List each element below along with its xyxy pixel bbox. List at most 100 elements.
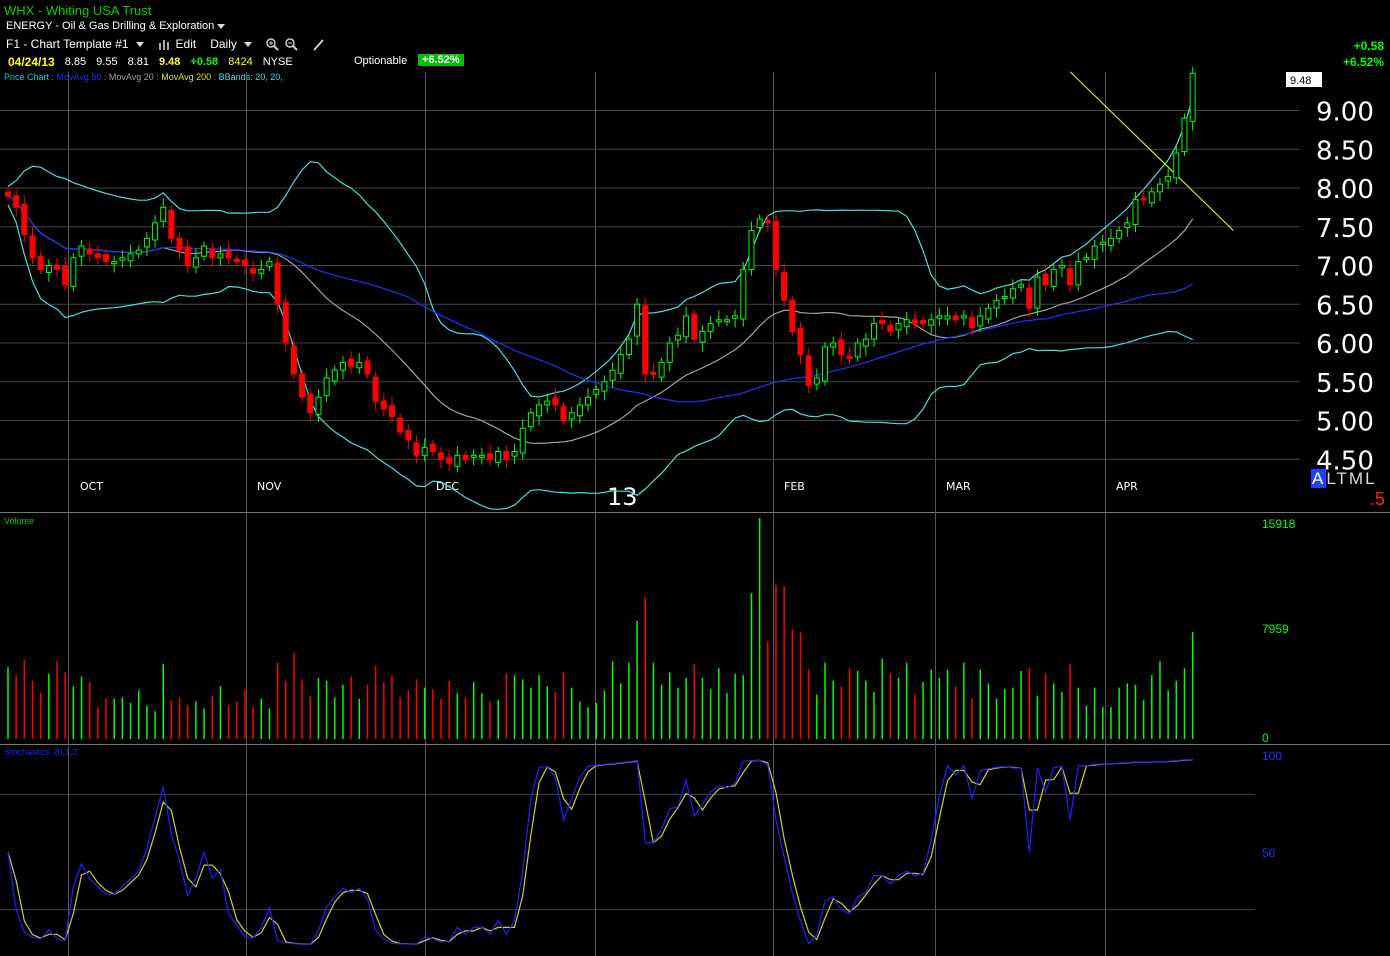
axis-active-letter[interactable]: A — [1311, 469, 1327, 488]
candle — [405, 424, 412, 450]
candle — [683, 306, 690, 343]
stoch-k-line — [7, 758, 1193, 946]
chevron-down-icon — [243, 41, 252, 47]
zoom-out-icon[interactable] — [285, 37, 298, 51]
candle — [1034, 269, 1041, 316]
zoom-in-icon[interactable] — [266, 37, 279, 51]
candle — [127, 244, 134, 268]
candle — [380, 393, 387, 417]
candle — [952, 311, 959, 325]
candle — [70, 253, 77, 292]
candle-body — [944, 315, 951, 320]
candle-body — [135, 249, 142, 255]
candle-body — [887, 324, 894, 332]
candle — [813, 368, 820, 391]
legend-ma50: MovAvg 50 — [56, 72, 102, 82]
candle-body — [723, 319, 730, 323]
candle — [634, 298, 641, 346]
candle — [789, 295, 796, 337]
quote-exchange: NYSE — [262, 56, 293, 68]
sector-label: ENERGY - Oil & Gas Drilling & Exploratio… — [6, 20, 215, 32]
candle-body — [846, 355, 853, 359]
candle-body — [1099, 241, 1106, 246]
candle — [1083, 253, 1090, 264]
candle-body — [568, 412, 575, 420]
candle-body — [503, 451, 510, 460]
price-legend: Price Chart : MovAvg 50 : MovAvg 20 : Mo… — [4, 72, 283, 82]
candle — [331, 365, 338, 386]
axis-other-letters[interactable]: LTML — [1326, 469, 1377, 488]
candle-body — [241, 259, 248, 267]
candle — [266, 256, 273, 271]
legend-ma200: MovAvg 200 — [161, 72, 212, 82]
candle — [168, 205, 175, 244]
candle — [388, 396, 395, 423]
candle — [511, 443, 518, 464]
candle-body — [45, 265, 52, 273]
candle — [977, 306, 984, 333]
candle — [903, 312, 910, 335]
stoch-tick-label: 50 — [1262, 846, 1276, 860]
candle-body — [258, 268, 265, 274]
candle — [1067, 260, 1074, 293]
candle — [544, 393, 551, 413]
candle-body — [119, 257, 126, 261]
candle-body — [127, 253, 134, 262]
draw-line-icon[interactable] — [312, 38, 325, 51]
candle-body — [822, 346, 828, 382]
candle — [1116, 225, 1123, 244]
sector-selector[interactable]: ENERGY - Oil & Gas Drilling & Exploratio… — [6, 20, 226, 32]
candle-body — [421, 447, 428, 456]
candle-body — [438, 452, 445, 460]
candle — [478, 447, 485, 465]
zoom-level[interactable]: .5 — [1370, 489, 1386, 509]
candle — [225, 241, 232, 264]
candle-body — [1075, 261, 1082, 286]
candle — [552, 388, 559, 412]
candle-body — [576, 404, 583, 417]
candle — [822, 342, 828, 386]
candle-body — [666, 342, 673, 363]
candle — [119, 250, 126, 268]
candle — [1124, 216, 1131, 237]
edit-button[interactable]: Edit — [158, 37, 196, 51]
candle-body — [969, 316, 976, 328]
candle — [895, 317, 902, 340]
candle-body — [789, 299, 796, 332]
last-price-tag: 9.48 — [1286, 72, 1322, 87]
candle-body — [920, 320, 927, 325]
candle — [642, 298, 649, 382]
candle-body — [511, 451, 518, 457]
candle-body — [683, 315, 690, 338]
template-selector[interactable]: F1 - Chart Template #1 — [6, 37, 144, 51]
quote-date: 04/24/13 — [8, 55, 55, 69]
candle-body — [536, 404, 543, 417]
candle-body — [871, 323, 878, 340]
bar-chart-icon — [158, 39, 169, 50]
candle-body — [879, 320, 886, 325]
candle — [805, 348, 812, 394]
axis-mode-buttons[interactable]: ALTML — [1311, 469, 1377, 489]
candle — [307, 387, 314, 423]
candle-body — [952, 315, 959, 321]
candle-body — [62, 265, 69, 286]
candle — [258, 260, 265, 280]
candle-body — [94, 253, 101, 259]
period-selector[interactable]: Daily — [210, 37, 252, 51]
candle-body — [364, 360, 371, 375]
candle — [568, 406, 575, 429]
candle — [756, 214, 763, 233]
candle-body — [1107, 237, 1114, 246]
candle — [748, 221, 755, 276]
candle-body — [936, 315, 943, 319]
candle-body — [830, 342, 837, 348]
price-tick-label: 4.50 — [1316, 446, 1374, 476]
candle — [1173, 143, 1180, 185]
candle — [576, 397, 583, 424]
candle-body — [413, 442, 420, 456]
candle — [446, 449, 453, 471]
candle-body — [1140, 197, 1147, 201]
candle — [503, 445, 510, 469]
candle-body — [772, 220, 779, 270]
